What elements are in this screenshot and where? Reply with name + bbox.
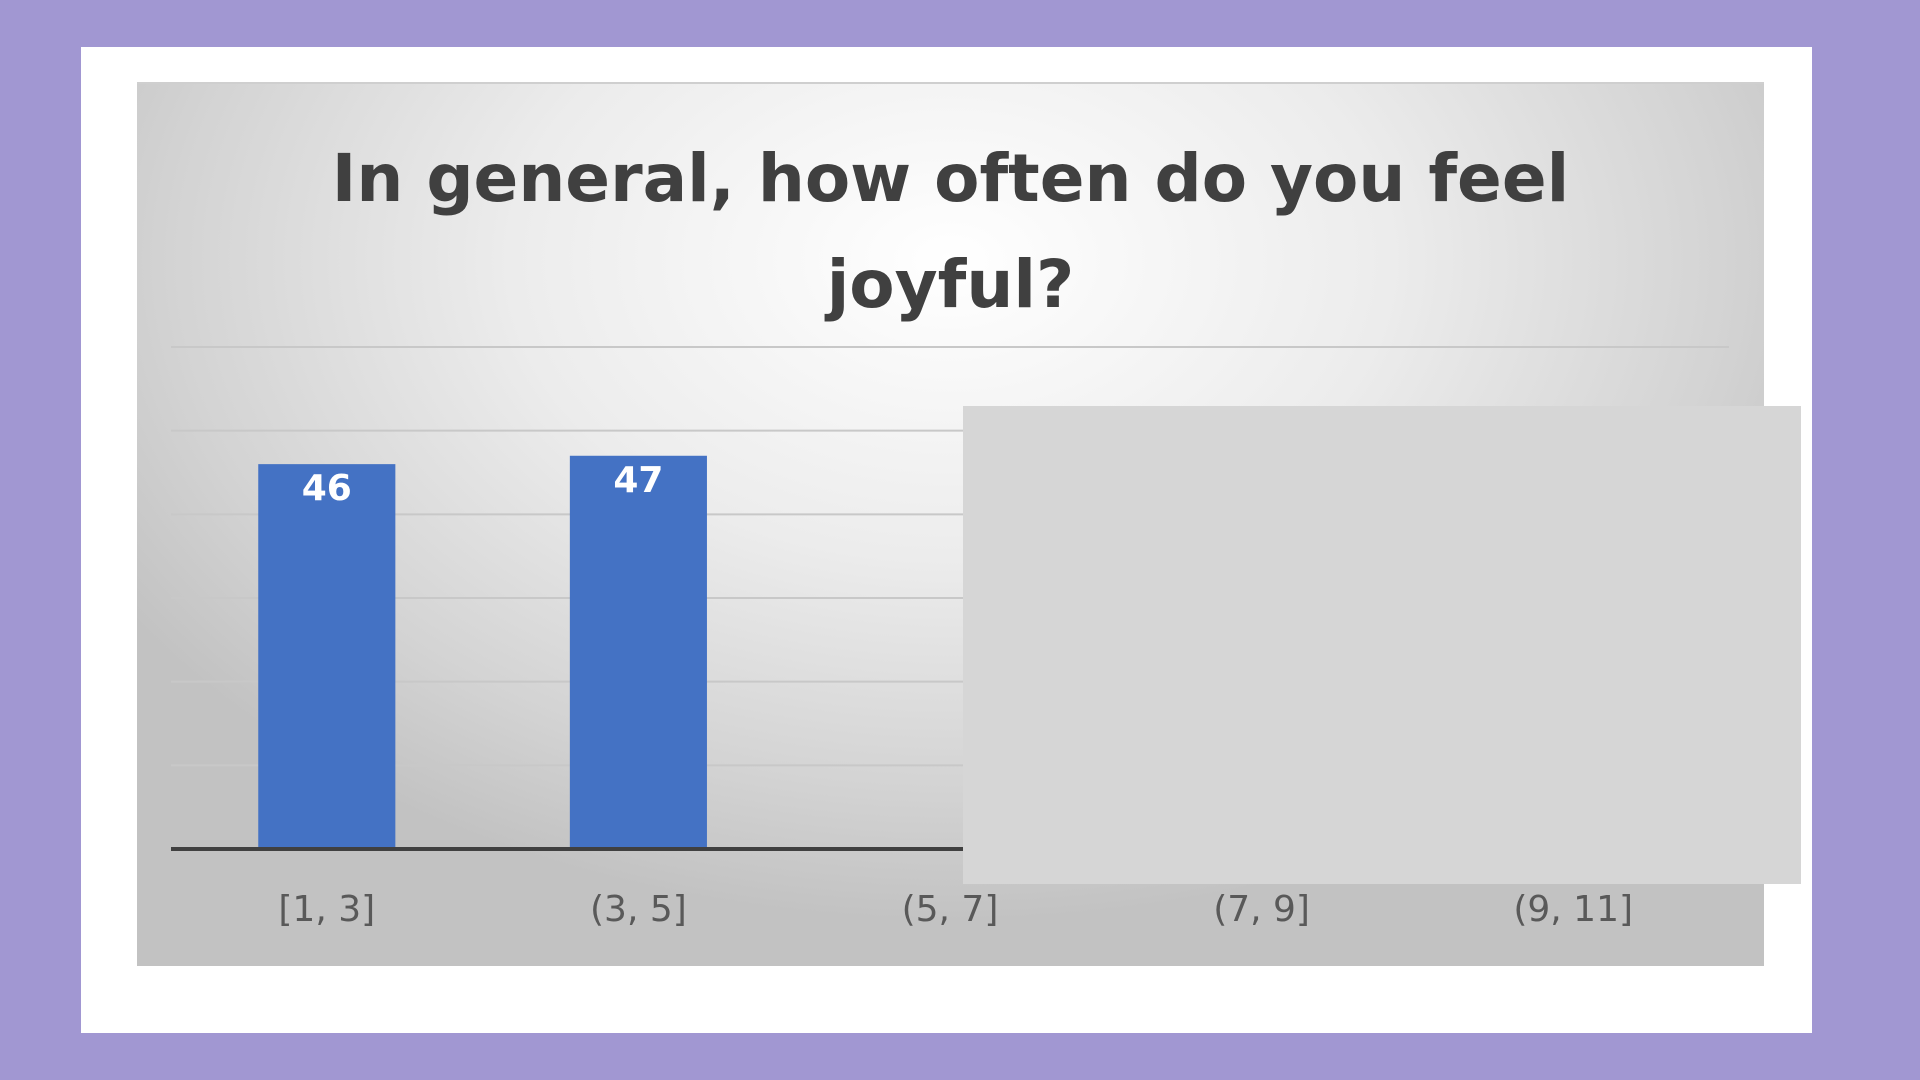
bar — [569, 455, 707, 849]
image-frame: In general, how often do you feel joyful… — [81, 47, 1812, 1033]
category-label: [1, 3] — [278, 889, 375, 930]
bar-chart-plot: 46 [1, 3] 47 (3, 5] (5, 7] (7, 9] (9, 11] — [171, 346, 1729, 930]
chart-title-line-1: In general, how often do you feel — [331, 140, 1570, 217]
data-label: 46 — [302, 468, 352, 509]
chart-area: In general, how often do you feel joyful… — [137, 82, 1801, 966]
category-label: (5, 7] — [902, 889, 999, 930]
chart-title: In general, how often do you feel joyful… — [137, 126, 1764, 338]
chart-title-line-2: joyful? — [826, 246, 1075, 323]
category-label: (3, 5] — [590, 889, 687, 930]
category-label: (7, 9] — [1213, 889, 1310, 930]
redaction-box — [963, 406, 1801, 884]
category-label: (9, 11] — [1513, 889, 1633, 930]
data-label: 47 — [613, 460, 663, 501]
bar — [258, 464, 396, 849]
